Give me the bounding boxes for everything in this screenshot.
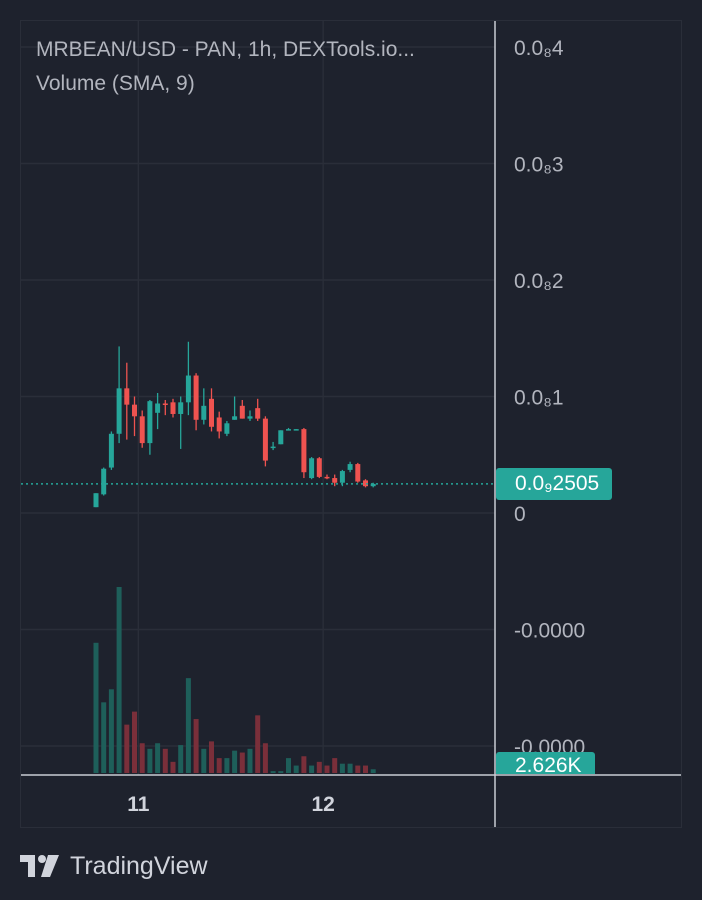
candle-body[interactable] [232,416,238,420]
candle-body[interactable] [155,403,161,413]
volume-bar[interactable] [162,748,168,773]
candle-body[interactable] [101,468,107,495]
candle-body[interactable] [193,375,199,420]
volume-bar[interactable] [355,765,361,773]
volume-bar[interactable] [370,769,376,773]
volume-bar[interactable] [178,745,184,773]
volume-bar[interactable] [147,748,153,773]
volume-bar[interactable] [278,771,284,773]
candle-body[interactable] [108,433,114,468]
volume-bar[interactable] [309,765,315,773]
candle-body[interactable] [247,416,253,419]
volume-bar[interactable] [332,758,338,773]
volume-bar[interactable] [247,748,253,773]
volume-bar[interactable] [185,678,191,773]
tradingview-brand[interactable]: TradingView [20,850,208,882]
candle-body[interactable] [270,446,276,449]
candle-body[interactable] [347,464,353,470]
brand-text: TradingView [70,851,208,880]
candle-body[interactable] [185,375,191,403]
volume-bar[interactable] [324,765,330,773]
candle-body[interactable] [255,408,261,419]
price-axis-label: 0.0₈4 [514,37,564,60]
volume-bar[interactable] [193,719,199,773]
candle-body[interactable] [286,429,291,431]
volume-bar[interactable] [108,689,114,773]
price-axis-label: 0 [514,503,526,526]
candle-body[interactable] [339,471,345,483]
candle-body[interactable] [93,493,99,508]
price-axis-label: 0.0₈1 [514,387,564,410]
volume-bar[interactable] [293,765,299,773]
current-volume-tag: 2.626K [496,752,595,774]
candle-body[interactable] [293,429,299,431]
volume-bar[interactable] [124,724,130,773]
candle-body[interactable] [324,476,330,479]
price-axis-label: -0.0000 [514,620,585,643]
volume-bar[interactable] [316,761,322,773]
volume-bar[interactable] [286,758,291,773]
candle-body[interactable] [162,403,168,405]
candle-body[interactable] [239,405,245,419]
symbol-legend[interactable]: MRBEAN/USD - PAN, 1h, DEXTools.io... [36,38,415,61]
volume-bar[interactable] [224,758,230,773]
volume-bar[interactable] [201,748,207,773]
candle-body[interactable] [309,458,315,479]
volume-bar[interactable] [209,741,214,773]
tradingview-logo-icon [20,855,59,877]
candle-body[interactable] [301,429,307,473]
volume-bar[interactable] [262,743,268,773]
candle-body[interactable] [139,416,145,444]
volume-bar[interactable] [232,750,238,773]
candle-body[interactable] [278,430,284,445]
candle-body[interactable] [124,388,130,405]
volume-bar[interactable] [301,756,307,773]
chart-frame[interactable]: 0.0₈4 0.0₈3 0.0₈2 0.0₈1 0 -0.0000 -0.0000 11 12 [20,20,682,828]
volume-bar[interactable] [93,642,99,773]
candle-body[interactable] [116,388,122,434]
price-axis-label: 0.0₈2 [514,270,564,293]
candle-body[interactable] [224,423,230,434]
candle-body[interactable] [201,405,207,420]
candle-body[interactable] [147,401,153,444]
candle-body[interactable] [355,464,361,482]
candle-body[interactable] [178,402,184,414]
volume-bar[interactable] [270,771,276,773]
candle-body[interactable] [370,483,376,487]
volume-bar[interactable] [216,758,222,773]
candle-body[interactable] [363,480,368,487]
volume-legend[interactable]: Volume (SMA, 9) [36,72,195,95]
time-axis-label: 12 [311,793,334,816]
volume-bar[interactable] [170,761,176,773]
candle-body[interactable] [332,478,338,483]
volume-bar[interactable] [101,702,107,773]
time-axis-label: 11 [127,793,150,816]
volume-bar[interactable] [255,715,261,773]
volume-bar[interactable] [116,587,122,773]
volume-bar[interactable] [155,743,161,773]
candle-body[interactable] [216,417,222,432]
volume-bar[interactable] [132,711,137,773]
volume-bar[interactable] [139,743,145,773]
candle-body[interactable] [316,458,322,477]
candle-body[interactable] [209,398,214,427]
volume-bar[interactable] [339,763,345,773]
current-price-tag: 0.0₉2505 [496,468,613,500]
price-axis-label: 0.0₈3 [514,154,564,177]
candle-body[interactable] [132,404,137,417]
volume-bar[interactable] [347,763,353,773]
volume-bar[interactable] [363,765,368,773]
volume-bar[interactable] [239,752,245,773]
candle-body[interactable] [262,418,268,461]
candle-body[interactable] [170,402,176,414]
